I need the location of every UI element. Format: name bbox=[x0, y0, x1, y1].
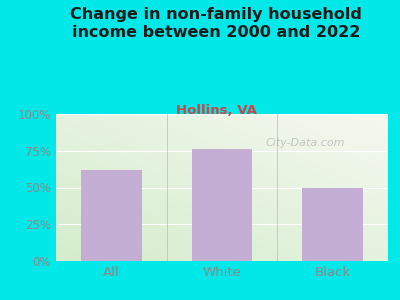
Bar bbox=[81, 170, 142, 261]
Bar bbox=[192, 149, 252, 261]
Text: City-Data.com: City-Data.com bbox=[265, 138, 345, 148]
Text: Hollins, VA: Hollins, VA bbox=[176, 103, 256, 116]
Text: Change in non-family household
income between 2000 and 2022: Change in non-family household income be… bbox=[70, 8, 362, 40]
Bar bbox=[302, 188, 363, 261]
